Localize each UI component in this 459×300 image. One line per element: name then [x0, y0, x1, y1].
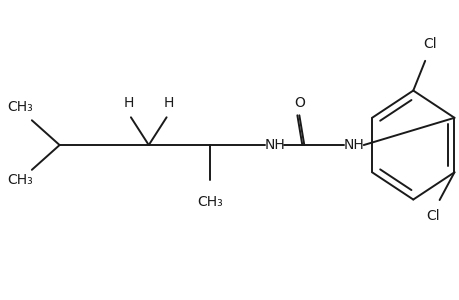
Text: CH₃: CH₃ — [197, 195, 223, 208]
Text: H: H — [123, 96, 134, 110]
Text: NH: NH — [263, 138, 284, 152]
Text: Cl: Cl — [422, 37, 436, 51]
Text: NH: NH — [343, 138, 364, 152]
Text: O: O — [293, 96, 304, 110]
Text: Cl: Cl — [425, 209, 438, 223]
Text: CH₃: CH₃ — [7, 173, 33, 187]
Text: H: H — [163, 96, 174, 110]
Text: CH₃: CH₃ — [7, 100, 33, 114]
